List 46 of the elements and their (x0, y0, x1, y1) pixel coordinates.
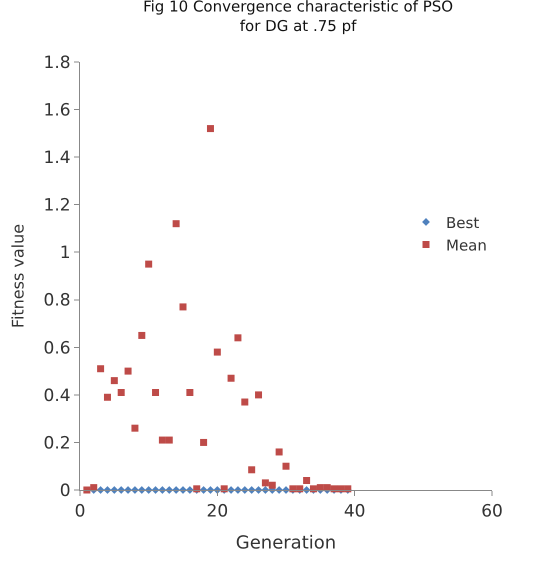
point (180, 303, 186, 310)
point (206, 125, 214, 132)
x-tick-label: 0 (74, 501, 86, 522)
y-tick-label: 0 (60, 480, 71, 501)
point (268, 482, 276, 489)
x-tick-label: 20 (206, 501, 228, 522)
point (110, 377, 118, 384)
point (118, 389, 125, 396)
chart-title: Fig 10 Convergence characteristic of PSO for DG at .75 pf (143, 0, 454, 35)
y-tick-label: 0.2 (44, 433, 71, 454)
y-tick-label: 1.8 (44, 52, 71, 73)
point (303, 476, 310, 484)
y-tick-label: 1.4 (44, 148, 71, 168)
point (262, 479, 269, 486)
point (138, 332, 146, 339)
y-tick-label: 1 (60, 243, 71, 264)
point (104, 394, 111, 401)
y-tick-label: 0.6 (44, 338, 71, 358)
point (248, 466, 256, 474)
legend-label: Best (446, 214, 480, 232)
point (124, 368, 132, 375)
point (276, 448, 283, 456)
point (228, 374, 235, 382)
y-tick-label: 1.2 (44, 196, 71, 216)
legend-label: Mean (446, 236, 487, 254)
point (145, 260, 152, 268)
x-tick-label: 60 (481, 501, 503, 522)
x-axis-title: Generation (236, 532, 336, 554)
y-tick-label: 0.8 (44, 290, 71, 311)
point (131, 424, 138, 432)
point (186, 389, 194, 396)
point (172, 220, 180, 228)
y-axis-title: Fitness value (8, 224, 28, 328)
point (255, 391, 262, 398)
point (282, 462, 290, 470)
point (200, 438, 208, 446)
point (166, 436, 173, 444)
x-tick-label: 40 (344, 501, 366, 522)
point (152, 389, 160, 396)
point (214, 348, 221, 356)
point (97, 365, 104, 372)
point (234, 334, 242, 342)
y-tick-label: 1.6 (44, 100, 71, 121)
y-tick-label: 0.4 (44, 386, 71, 406)
point (158, 436, 166, 444)
point (241, 398, 248, 406)
